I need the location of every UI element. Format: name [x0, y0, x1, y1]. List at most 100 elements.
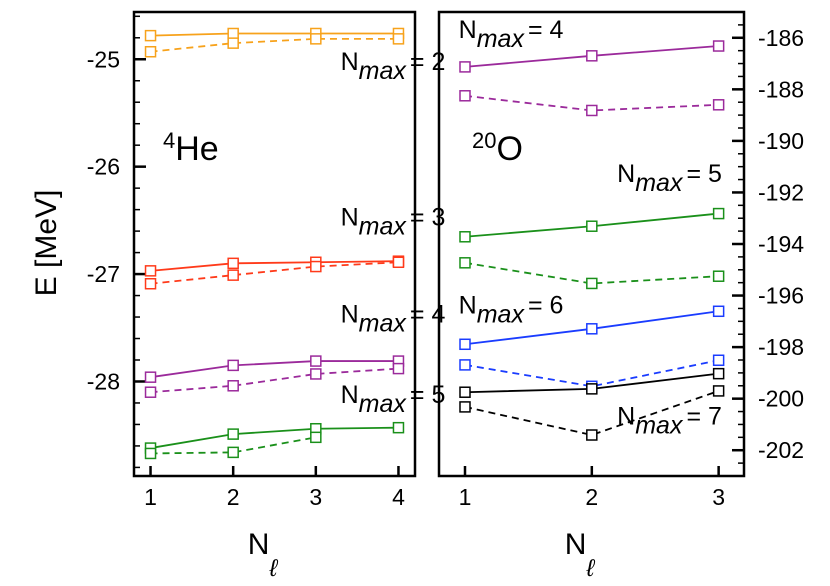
series-line — [150, 367, 399, 394]
nmax-annotation: Nmax = 7 — [617, 402, 722, 439]
annotation-sub: max — [635, 411, 684, 439]
series-line — [464, 261, 719, 285]
series-nmax-7-dashed — [459, 385, 725, 441]
data-point-marker — [459, 257, 471, 269]
series-line — [464, 390, 719, 436]
series-nmax-5-dashed — [459, 257, 725, 290]
annotation-base: N — [459, 292, 477, 320]
annotation-sub: max — [359, 57, 408, 85]
x-tick-label: 3 — [712, 484, 725, 510]
nmax-annotation: Nmax = 4 — [459, 16, 564, 53]
x-axis-title-main: N — [565, 528, 587, 561]
data-point-marker — [227, 446, 239, 459]
data-point-marker — [712, 270, 725, 282]
data-point-marker — [392, 33, 405, 45]
data-point-marker — [144, 45, 157, 58]
nucleus-label: 20O — [472, 128, 523, 168]
data-point-marker — [144, 371, 157, 383]
nmax-annotation: Nmax = 4 — [341, 300, 446, 337]
series-nmax-5-solid — [459, 207, 725, 243]
nucleus-mass-number: 20 — [472, 128, 496, 153]
data-point-marker — [310, 355, 322, 367]
annotation-sub: max — [359, 213, 408, 241]
data-point-marker — [712, 354, 725, 367]
x-axis-title: Nℓ — [565, 528, 596, 582]
annotation-base: N — [459, 16, 477, 44]
x-axis-title: Nℓ — [248, 528, 279, 582]
y-tick-label: -186 — [758, 25, 804, 51]
annotation-value: = 5 — [686, 160, 721, 188]
series-nmax-7-solid — [459, 367, 725, 398]
data-point-marker — [227, 380, 239, 392]
x-axis-title-sub: ℓ — [268, 555, 278, 582]
data-point-marker — [712, 99, 725, 111]
data-point-marker — [392, 256, 405, 269]
nmax-annotation: Nmax = 3 — [341, 204, 446, 241]
series-line — [464, 359, 719, 388]
data-point-marker — [227, 257, 239, 270]
y-tick-label: -188 — [758, 76, 804, 102]
y-tick-label: -190 — [758, 128, 804, 154]
x-axis-title-main: N — [248, 528, 270, 561]
nucleus-symbol: O — [496, 130, 522, 168]
annotation-sub: max — [635, 169, 684, 197]
plot-frame — [132, 10, 417, 478]
series-nmax-3-dashed — [144, 256, 405, 290]
x-tick-label: 3 — [309, 484, 322, 510]
data-point-marker — [144, 447, 157, 460]
annotation-value: = 4 — [528, 16, 564, 44]
annotation-sub: max — [477, 301, 526, 329]
data-point-marker — [712, 305, 725, 318]
annotation-sub: max — [359, 309, 408, 337]
series-nmax-4-solid — [144, 355, 405, 383]
annotation-base: N — [341, 381, 359, 409]
annotation-base: N — [617, 160, 635, 188]
data-point-marker — [227, 37, 239, 49]
nucleus-symbol: He — [175, 130, 218, 168]
annotation-value: = 7 — [686, 402, 721, 430]
series-line — [150, 360, 399, 379]
data-point-marker — [586, 323, 598, 335]
data-point-marker — [586, 429, 598, 441]
annotation-base: N — [341, 48, 359, 76]
data-point-marker — [712, 40, 725, 52]
series-line — [150, 426, 399, 449]
data-point-marker — [227, 269, 239, 281]
series-nmax-6-solid — [459, 305, 725, 351]
annotation-sub: max — [477, 25, 526, 53]
annotation-base: N — [341, 204, 359, 232]
y-tick-label: -198 — [758, 334, 804, 360]
series-line — [150, 436, 316, 455]
data-point-marker — [586, 50, 598, 62]
y-tick-label: -28 — [87, 368, 120, 394]
series-line — [150, 260, 399, 272]
data-point-marker — [459, 401, 471, 413]
data-point-marker — [712, 207, 725, 220]
data-point-marker — [227, 428, 239, 440]
annotation-value: = 6 — [528, 292, 563, 320]
data-point-marker — [586, 220, 598, 232]
data-point-marker — [712, 385, 725, 397]
data-point-marker — [227, 27, 239, 40]
y-tick-label: -196 — [758, 283, 804, 309]
nucleus-mass-number: 4 — [163, 128, 175, 153]
x-tick-label: 2 — [585, 484, 598, 510]
series-nmax-4-dashed — [144, 362, 405, 398]
nmax-annotation: Nmax = 5 — [617, 160, 722, 197]
series-line — [150, 32, 399, 37]
y-tick-label: -192 — [758, 179, 804, 205]
series-line — [150, 261, 399, 285]
y-tick-label: -202 — [758, 437, 804, 463]
nmax-annotation: Nmax = 2 — [341, 48, 446, 85]
data-point-marker — [712, 367, 725, 380]
annotation-sub: max — [359, 390, 408, 418]
x-tick-label: 1 — [459, 484, 472, 510]
x-tick-label: 4 — [392, 484, 405, 510]
data-point-marker — [459, 386, 471, 398]
data-point-marker — [586, 104, 598, 117]
series-nmax-5-dashed — [144, 431, 322, 460]
annotation-base: N — [617, 402, 635, 430]
